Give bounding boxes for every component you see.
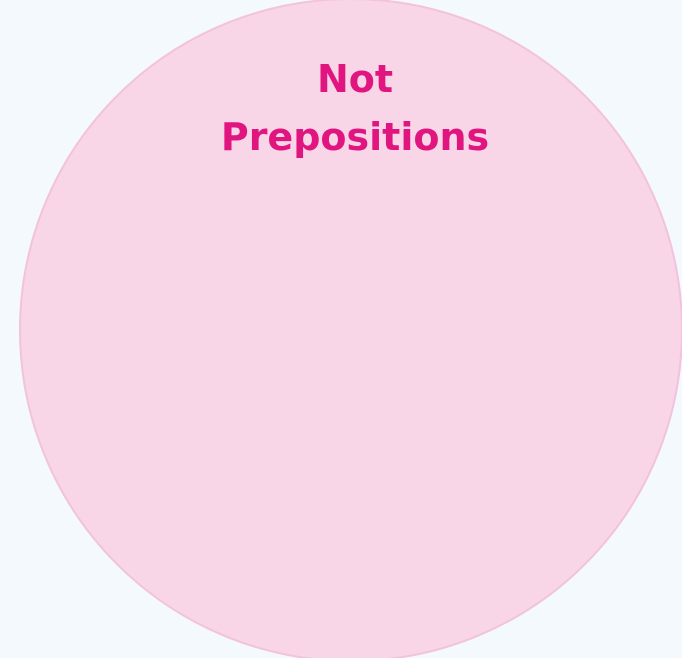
- set-circle: [19, 0, 682, 658]
- circle-label: Not Prepositions: [220, 57, 490, 159]
